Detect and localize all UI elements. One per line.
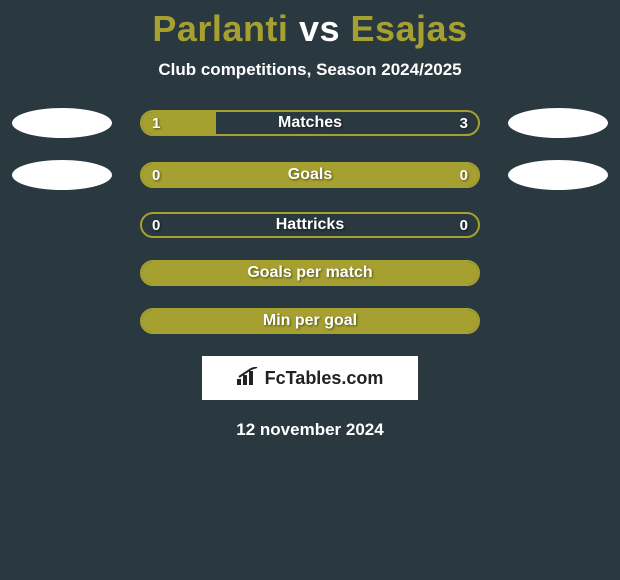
stat-value-left: 0 — [152, 214, 160, 236]
spacer — [12, 273, 112, 274]
stat-row: 0Goals0 — [0, 160, 620, 190]
player1-avatar-oval — [12, 160, 112, 190]
stat-value-right: 0 — [460, 214, 468, 236]
comparison-card: Parlanti vs Esajas Club competitions, Se… — [0, 0, 620, 440]
stat-row: 0Hattricks0 — [0, 212, 620, 238]
stat-bar: 0Hattricks0 — [140, 212, 480, 238]
vs-text: vs — [299, 8, 340, 49]
chart-icon — [237, 367, 259, 390]
stat-bar: Goals per match — [140, 260, 480, 286]
stat-value-right: 3 — [460, 112, 468, 134]
bar-fill — [142, 262, 478, 284]
spacer — [508, 273, 608, 274]
stat-row: 1Matches3 — [0, 108, 620, 138]
spacer — [12, 321, 112, 322]
stat-bar: Min per goal — [140, 308, 480, 334]
spacer — [12, 225, 112, 226]
spacer — [508, 321, 608, 322]
bar-fill — [142, 164, 478, 186]
stat-bar: 1Matches3 — [140, 110, 480, 136]
bar-fill-left — [142, 112, 216, 134]
logo-text: FcTables.com — [265, 368, 384, 389]
bar-fill — [142, 310, 478, 332]
player1-name: Parlanti — [152, 8, 288, 49]
player2-name: Esajas — [351, 8, 468, 49]
source-logo: FcTables.com — [202, 356, 418, 400]
page-title: Parlanti vs Esajas — [0, 8, 620, 50]
player2-avatar-oval — [508, 160, 608, 190]
player2-avatar-oval — [508, 108, 608, 138]
stat-row: Min per goal — [0, 308, 620, 334]
date: 12 november 2024 — [0, 420, 620, 440]
stat-rows: 1Matches3 0Goals0 0Hattricks0 Goals per mat… — [0, 108, 620, 334]
stat-row: Goals per match — [0, 260, 620, 286]
stat-label: Hattricks — [142, 214, 478, 236]
spacer — [508, 225, 608, 226]
stat-bar: 0Goals0 — [140, 162, 480, 188]
subtitle: Club competitions, Season 2024/2025 — [0, 60, 620, 80]
player1-avatar-oval — [12, 108, 112, 138]
